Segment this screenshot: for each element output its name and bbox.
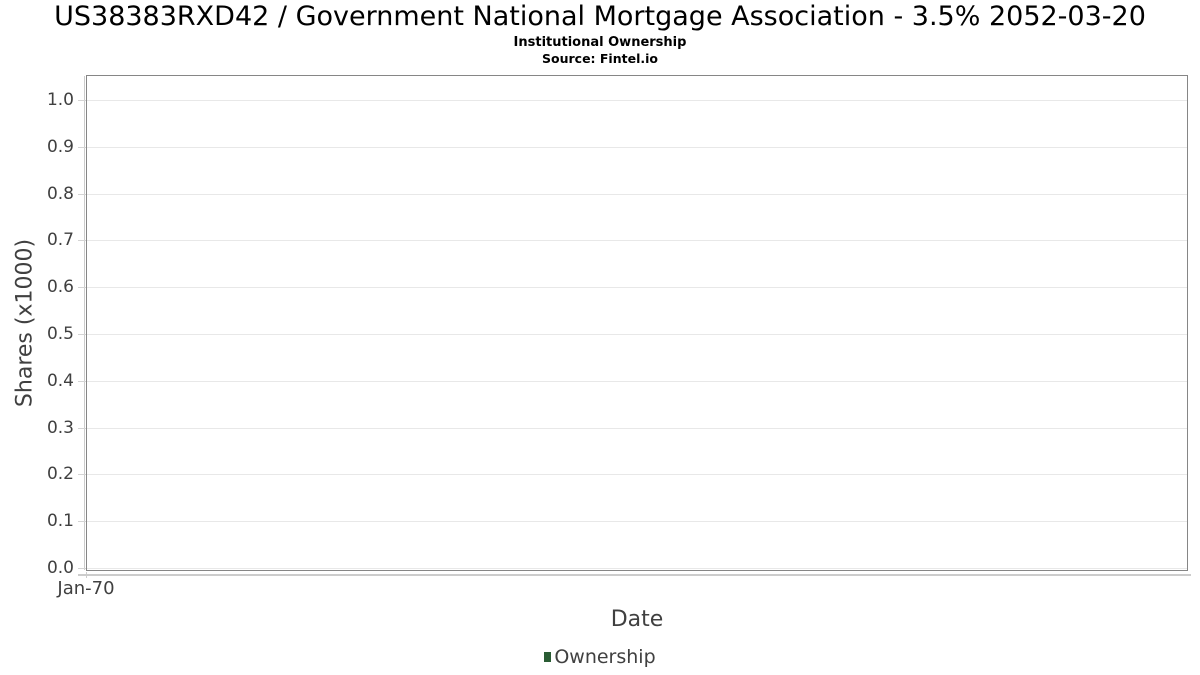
h-gridline	[87, 240, 1187, 241]
y-tick-label: 0.5	[46, 324, 74, 344]
y-tick-mark	[78, 194, 86, 195]
h-gridline	[87, 100, 1187, 101]
h-gridline	[87, 568, 1187, 569]
h-gridline	[87, 147, 1187, 148]
y-tick-label: 0.1	[46, 511, 74, 531]
y-tick-mark	[78, 240, 86, 241]
y-tick-label: 0.9	[46, 137, 74, 157]
h-gridline	[87, 474, 1187, 475]
legend: Ownership	[0, 645, 1200, 669]
y-tick-mark	[78, 147, 86, 148]
y-tick-label: 0.2	[46, 464, 74, 484]
h-gridline	[87, 521, 1187, 522]
y-tick-mark	[78, 381, 86, 382]
x-tick-mark	[86, 572, 87, 578]
y-tick-mark	[78, 428, 86, 429]
y-tick-mark	[78, 568, 86, 569]
x-tick-label: Jan-70	[57, 578, 115, 599]
y-tick-label: 0.0	[46, 558, 74, 578]
legend-label: Ownership	[554, 645, 656, 668]
y-tick-label: 0.3	[46, 418, 74, 438]
x-axis-line	[78, 574, 1191, 576]
y-tick-label: 0.6	[46, 277, 74, 297]
h-gridline	[87, 428, 1187, 429]
y-tick-mark	[78, 521, 86, 522]
y-tick-label: 0.8	[46, 184, 74, 204]
h-gridline	[87, 334, 1187, 335]
h-gridline	[87, 287, 1187, 288]
y-tick-labels: 0.0 0.1 0.2 0.3 0.4 0.5 0.6 0.7 0.8 0.9 1.0	[0, 75, 77, 578]
y-tick-label: 1.0	[46, 90, 74, 110]
y-axis-title: Shares (x1000)	[12, 238, 38, 408]
x-axis-title: Date	[610, 607, 664, 632]
chart-source: Source: Fintel.io	[542, 51, 658, 66]
y-tick-label: 0.7	[46, 230, 74, 250]
y-tick-mark	[78, 334, 86, 335]
chart-subtitle: Institutional Ownership	[513, 35, 687, 50]
y-axis-line	[84, 76, 85, 570]
chart-title: US38383RXD42 / Government National Mortg…	[54, 1, 1146, 32]
legend-marker-icon	[544, 652, 552, 662]
plot-area	[78, 75, 1188, 571]
y-tick-mark	[78, 474, 86, 475]
legend-item-ownership[interactable]: Ownership	[544, 645, 656, 669]
y-tick-label: 0.4	[46, 371, 74, 391]
h-gridline	[87, 381, 1187, 382]
y-tick-mark	[78, 100, 86, 101]
h-gridline	[87, 194, 1187, 195]
y-tick-mark	[78, 287, 86, 288]
